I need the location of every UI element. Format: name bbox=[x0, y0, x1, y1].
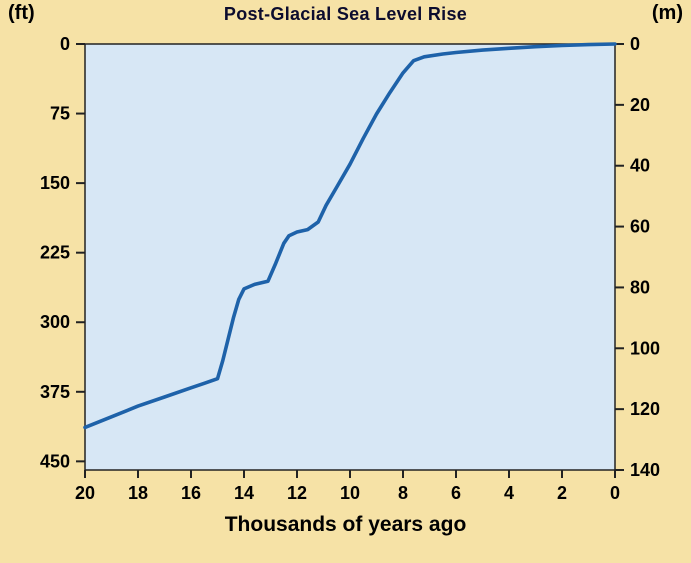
left-axis-tick-label: 0 bbox=[60, 34, 70, 54]
x-axis-title: Thousands of years ago bbox=[224, 513, 467, 536]
left-axis-tick-label: 450 bbox=[40, 451, 70, 471]
x-axis-tick-label: 10 bbox=[340, 483, 360, 503]
right-axis-tick-label: 20 bbox=[630, 95, 650, 115]
right-axis-unit-label: (m) bbox=[651, 2, 683, 24]
left-axis-tick-label: 375 bbox=[40, 382, 70, 402]
plot-area bbox=[84, 43, 616, 471]
x-axis-tick-label: 6 bbox=[451, 483, 461, 503]
x-axis-tick-label: 16 bbox=[181, 483, 201, 503]
right-axis-tick-label: 120 bbox=[630, 399, 660, 419]
left-axis-unit-label: (ft) bbox=[8, 2, 35, 24]
sea-level-line bbox=[83, 42, 617, 430]
x-axis-tick-label: 2 bbox=[557, 483, 567, 503]
x-axis-tick-label: 12 bbox=[287, 483, 307, 503]
x-axis-tick-label: 8 bbox=[398, 483, 408, 503]
left-axis-tick-label: 225 bbox=[40, 243, 70, 263]
right-axis-tick-label: 0 bbox=[630, 34, 640, 54]
x-axis-tick-label: 14 bbox=[234, 483, 254, 503]
right-axis-tick-label: 40 bbox=[630, 156, 650, 176]
x-axis-tick-label: 4 bbox=[504, 483, 514, 503]
right-axis-tick-label: 140 bbox=[630, 460, 660, 480]
right-axis-tick-label: 100 bbox=[630, 338, 660, 358]
x-axis-tick-label: 20 bbox=[75, 483, 95, 503]
x-axis-tick-label: 18 bbox=[128, 483, 148, 503]
right-axis-tick-label: 60 bbox=[630, 217, 650, 237]
left-axis-tick-label: 75 bbox=[50, 104, 70, 124]
chart-title: Post-Glacial Sea Level Rise bbox=[223, 4, 468, 24]
x-axis-tick-label: 0 bbox=[610, 483, 620, 503]
right-axis-tick-label: 80 bbox=[630, 277, 650, 297]
left-axis-tick-label: 300 bbox=[40, 312, 70, 332]
left-axis-tick-label: 150 bbox=[40, 173, 70, 193]
